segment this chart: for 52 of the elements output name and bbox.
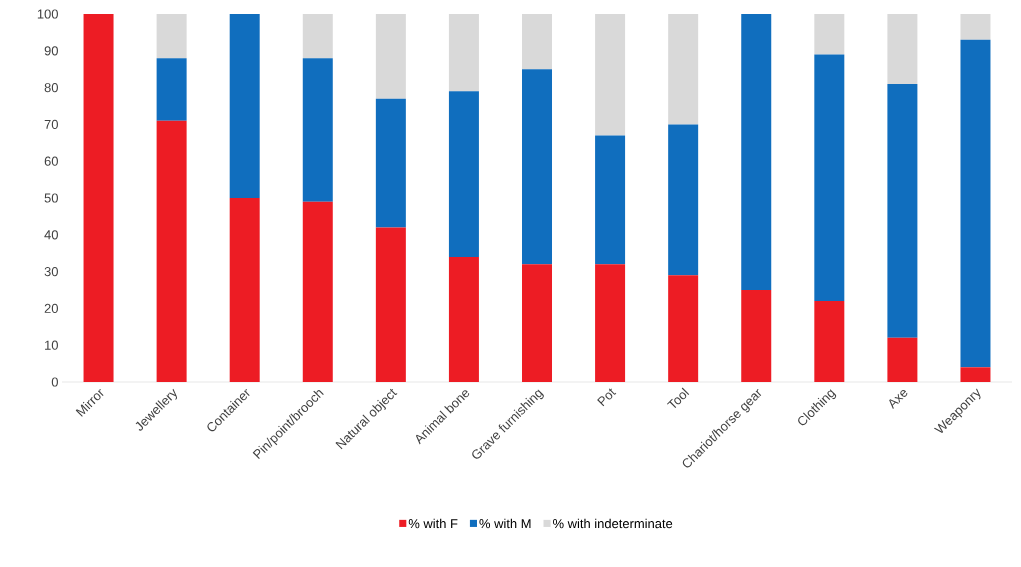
bar bbox=[375, 227, 406, 382]
bar bbox=[960, 367, 991, 382]
bar bbox=[229, 14, 260, 198]
bar bbox=[960, 14, 991, 40]
bar bbox=[668, 275, 699, 382]
bar bbox=[448, 91, 479, 257]
y-tick-label: 10 bbox=[45, 340, 58, 350]
y-tick-label: 100 bbox=[37, 9, 58, 19]
bar bbox=[302, 58, 333, 202]
bar bbox=[595, 135, 626, 265]
bar bbox=[302, 14, 333, 59]
bar bbox=[668, 14, 699, 125]
y-tick-label: 20 bbox=[44, 303, 58, 313]
bar bbox=[156, 120, 187, 382]
bar bbox=[522, 69, 552, 265]
bar bbox=[595, 264, 626, 382]
legend-label: % with F bbox=[408, 518, 458, 529]
bar bbox=[448, 14, 479, 92]
bar bbox=[229, 198, 260, 382]
bar bbox=[741, 290, 772, 382]
y-tick-label: 60 bbox=[44, 156, 58, 166]
legend-label: % with M bbox=[479, 518, 531, 529]
bar bbox=[302, 201, 333, 382]
x-tick-label: Axe bbox=[889, 389, 908, 410]
bar bbox=[887, 337, 918, 382]
bar bbox=[814, 54, 845, 302]
y-tick-label: 80 bbox=[44, 83, 58, 93]
x-tick-label: Tool bbox=[666, 387, 690, 409]
bar bbox=[814, 301, 845, 382]
bar bbox=[814, 14, 845, 55]
bar bbox=[156, 58, 187, 121]
bar bbox=[375, 14, 406, 99]
bar bbox=[522, 14, 552, 70]
bar bbox=[522, 264, 552, 382]
legend-label: % with indeterminate bbox=[553, 518, 673, 529]
y-tick-label: 90 bbox=[44, 46, 58, 56]
bar bbox=[448, 256, 479, 382]
bar bbox=[375, 98, 406, 228]
bar bbox=[960, 39, 991, 368]
bar bbox=[887, 83, 918, 338]
bar bbox=[156, 14, 187, 59]
y-tick-label: 70 bbox=[44, 119, 58, 129]
bar bbox=[83, 14, 114, 382]
bar bbox=[595, 14, 626, 136]
y-tick-label: 50 bbox=[44, 193, 58, 203]
bar bbox=[887, 14, 918, 84]
x-tick-label: Pot bbox=[597, 388, 617, 407]
bar bbox=[741, 14, 772, 290]
y-tick-label: 30 bbox=[44, 267, 58, 277]
y-tick-label: 0 bbox=[51, 377, 58, 387]
y-tick-label: 40 bbox=[44, 230, 58, 240]
bar bbox=[668, 124, 699, 276]
